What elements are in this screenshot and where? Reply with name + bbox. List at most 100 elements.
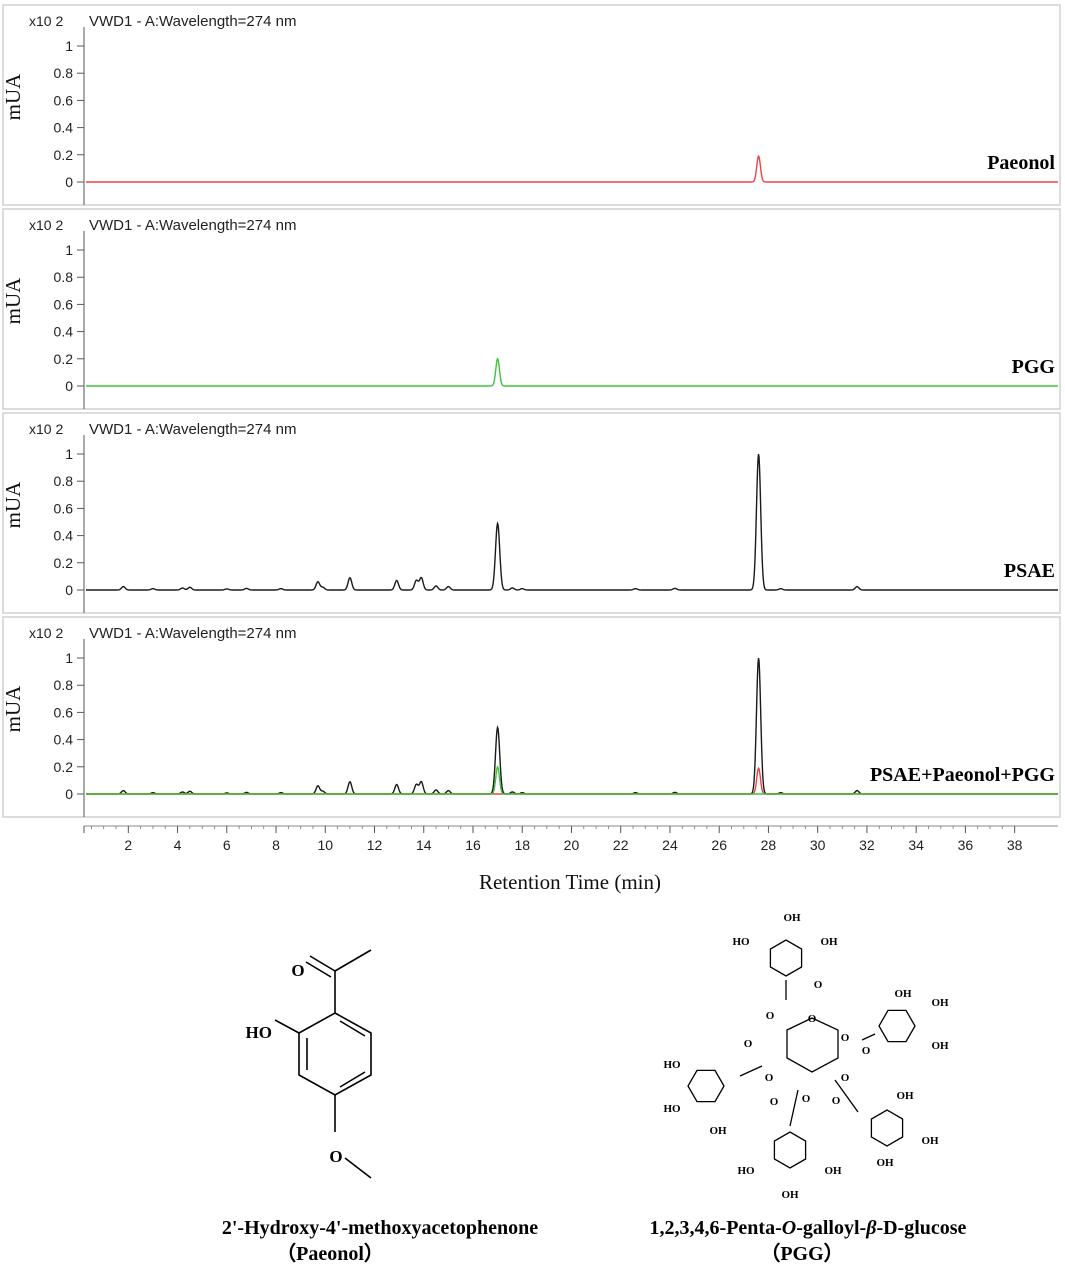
trace-label: Paeonol [987, 152, 1055, 174]
y-tick-label: 0.8 [54, 677, 74, 693]
panel-frame [2, 4, 1061, 206]
atom-label: OH [781, 1189, 799, 1201]
y-tick-label: 0.8 [54, 65, 74, 81]
atom-label: HO [663, 1059, 681, 1071]
y-tick-label: 0.2 [54, 555, 74, 571]
x-tick-label: 12 [367, 837, 383, 853]
atom-label: O [808, 1013, 817, 1025]
x-axis: 2 4 6 8 10 12 14 16 18 20 22 24 26 28 30 32 34 36 38 [83, 825, 1058, 853]
y-tick-label: 0 [65, 582, 73, 598]
atom-label: OH [896, 1090, 914, 1102]
trace-label: PSAE [1004, 560, 1055, 582]
y-scale-multiplier: x10 2 [29, 13, 63, 29]
y-tick-label: 0.4 [54, 120, 74, 136]
galloyl-ring [769, 939, 803, 977]
bond [789, 1089, 799, 1127]
x-tick-label: 26 [711, 837, 727, 853]
y-axis-label: mUA [1, 685, 25, 733]
galloyl-ring [870, 1109, 904, 1147]
y-scale-multiplier: x10 2 [29, 217, 63, 233]
y-tick-label: 0.6 [54, 500, 74, 516]
bond [834, 1079, 859, 1113]
y-tick-label: 0.8 [54, 269, 74, 285]
x-tick-label: 6 [223, 837, 231, 853]
atom-label: O [841, 1072, 850, 1084]
x-tick-label: 2 [124, 837, 132, 853]
galloyl-ring [773, 1131, 807, 1169]
panel-frame [2, 208, 1061, 410]
panel-header: VWD1 - A:Wavelength=274 nm [89, 625, 296, 642]
chromatogram-panel-2: 1 0.8 0.6 0.4 0.2 0 x10 2 VWD1 - A:Wavelength=2… [1, 208, 1061, 410]
trace-series-3 [86, 765, 1058, 795]
panel-frame [2, 412, 1061, 614]
paeonol-structure [274, 949, 372, 1179]
chromatogram-panel-3: 1 0.8 0.6 0.4 0.2 0 x10 2 VWD1 - A:Wavelength=2… [1, 412, 1061, 614]
panel-header: VWD1 - A:Wavelength=274 nm [89, 421, 296, 438]
trace-label: PSAE+Paeonol+PGG [870, 764, 1055, 786]
y-tick-label: 0 [65, 786, 73, 802]
x-tick-label: 16 [465, 837, 481, 853]
atom-label: O [770, 1096, 779, 1108]
chromatogram-panels: 1 0.8 0.6 0.4 0.2 0 x10 2 VWD1 - A:Wavelength=2… [1, 4, 1061, 818]
x-axis-label: Retention Time (min) [479, 870, 661, 894]
atom-label: OH [824, 1165, 842, 1177]
x-tick-label: 28 [761, 837, 777, 853]
y-scale-multiplier: x10 2 [29, 421, 63, 437]
y-axis-label: mUA [1, 277, 25, 325]
panel-frame [2, 616, 1061, 818]
atom-label: HO [737, 1165, 755, 1177]
atom-label: O [814, 979, 823, 991]
paeonol-carbonyl-o: O [291, 961, 304, 980]
y-tick-label: 0.4 [54, 528, 74, 544]
x-tick-label: 4 [174, 837, 182, 853]
x-tick-label: 8 [272, 837, 280, 853]
y-axis-label: mUA [1, 73, 25, 121]
atom-label: HO [663, 1103, 681, 1115]
y-tick-label: 0.4 [54, 732, 74, 748]
atom-label: O [841, 1032, 850, 1044]
x-tick-label: 20 [564, 837, 580, 853]
trace-series-1 [86, 154, 1058, 183]
y-tick-label: 1 [65, 650, 73, 666]
x-tick-label: 22 [613, 837, 629, 853]
x-tick-label: 32 [859, 837, 875, 853]
galloyl-ring [687, 1069, 725, 1103]
atom-label: OH [783, 912, 801, 924]
trace-label: PGG [1012, 356, 1056, 378]
galloyl-ring [878, 1009, 916, 1043]
panel-header: VWD1 - A:Wavelength=274 nm [89, 13, 296, 30]
trace-series-1 [86, 357, 1058, 387]
y-tick-label: 1 [65, 242, 73, 258]
x-tick-label: 10 [317, 837, 333, 853]
paeonol-name-caption: 2'-Hydroxy-4'-methoxyacetophenone [222, 1217, 538, 1239]
y-axis-label: mUA [1, 481, 25, 529]
y-tick-label: 0.2 [54, 351, 74, 367]
trace-series-1 [86, 453, 1058, 591]
x-tick-label: 34 [908, 837, 924, 853]
atom-label: O [766, 1010, 775, 1022]
atom-label: O [744, 1038, 753, 1050]
pgg-abbr-caption: （PGG） [760, 1242, 843, 1265]
paeonol-hydroxy: HO [246, 1023, 272, 1042]
x-tick-label: 30 [810, 837, 826, 853]
pgg-name-caption: 1,2,3,4,6-Penta-O-galloyl-β-D-glucose [650, 1217, 967, 1239]
x-tick-label: 18 [514, 837, 530, 853]
x-tick-label: 38 [1007, 837, 1023, 853]
y-tick-label: 0.6 [54, 296, 74, 312]
atom-label: O [765, 1072, 774, 1084]
y-tick-label: 1 [65, 446, 73, 462]
atom-label: OH [931, 1040, 949, 1052]
y-tick-label: 0.8 [54, 473, 74, 489]
y-tick-label: 0.2 [54, 759, 74, 775]
atom-label: OH [894, 988, 912, 1000]
y-tick-label: 1 [65, 38, 73, 54]
x-tick-label: 24 [662, 837, 678, 853]
atom-label: O [802, 1093, 811, 1105]
y-tick-label: 0 [65, 174, 73, 190]
x-tick-label: 36 [958, 837, 974, 853]
atom-label: OH [931, 997, 949, 1009]
y-tick-label: 0.6 [54, 704, 74, 720]
y-tick-label: 0.6 [54, 92, 74, 108]
glucose-ring [786, 1017, 839, 1073]
